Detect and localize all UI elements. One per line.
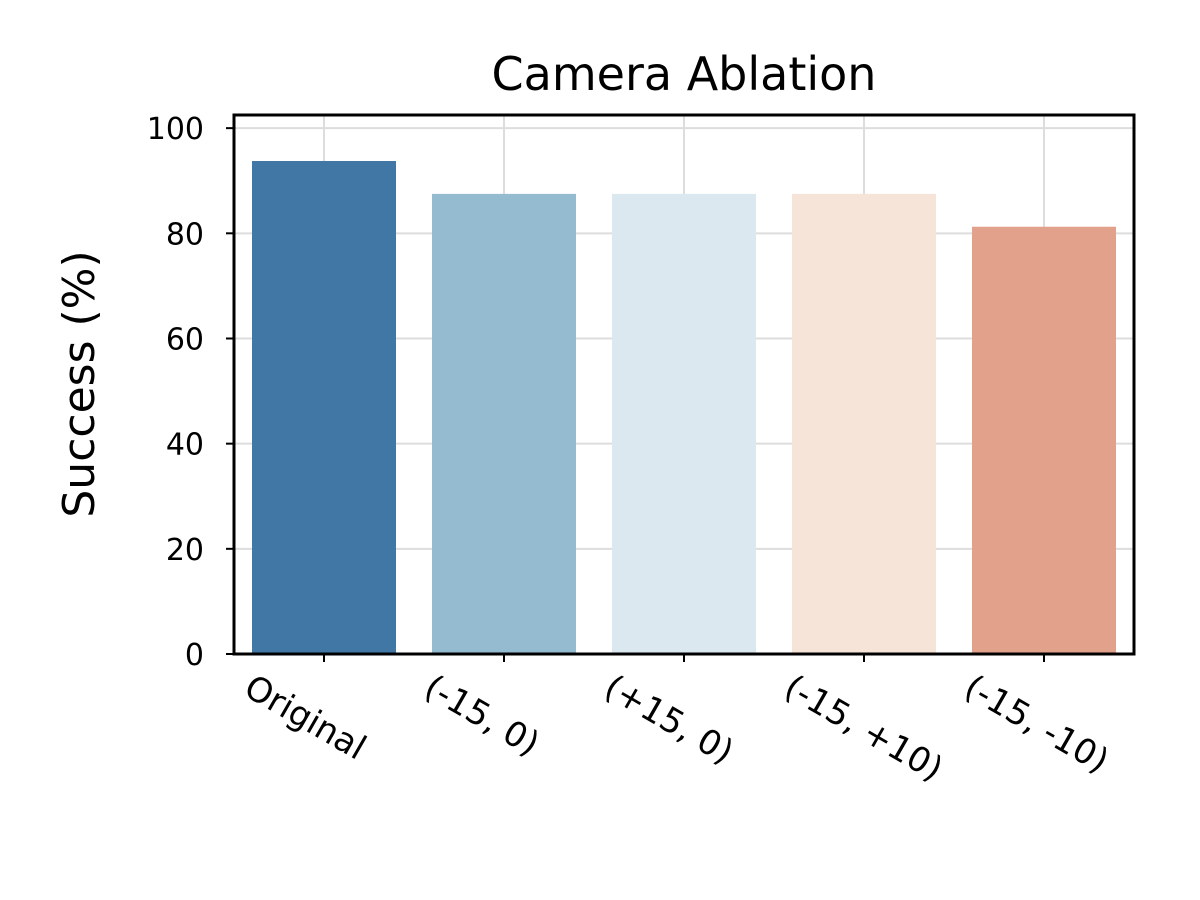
x-tick-label: (-15, -10) bbox=[958, 667, 1116, 781]
y-tick-label: 100 bbox=[147, 112, 204, 147]
bar-2 bbox=[612, 193, 756, 654]
y-tick-label: 60 bbox=[166, 322, 204, 357]
bar-3 bbox=[792, 193, 936, 654]
y-tick-label: 0 bbox=[185, 638, 204, 673]
bars-layer bbox=[252, 161, 1116, 654]
x-ticks: Original (-15, 0) (+15, 0) (-15, +10) (-15, … bbox=[238, 654, 1116, 790]
y-tick-label: 20 bbox=[166, 533, 204, 568]
y-tick-label: 80 bbox=[166, 217, 204, 252]
chart-title: Camera Ablation bbox=[492, 47, 877, 101]
x-tick-label: (-15, 0) bbox=[418, 667, 547, 764]
y-ticks: 0 20 40 60 80 100 bbox=[147, 112, 234, 673]
bar-1 bbox=[432, 193, 576, 654]
y-tick-label: 40 bbox=[166, 428, 204, 463]
x-tick-label: Original bbox=[238, 667, 373, 768]
x-tick-label: (-15, +10) bbox=[778, 667, 950, 789]
y-axis-label: Success (%) bbox=[54, 250, 105, 517]
bar-4 bbox=[972, 226, 1116, 654]
bar-0 bbox=[252, 161, 396, 654]
x-tick-label: (+15, 0) bbox=[598, 667, 741, 772]
